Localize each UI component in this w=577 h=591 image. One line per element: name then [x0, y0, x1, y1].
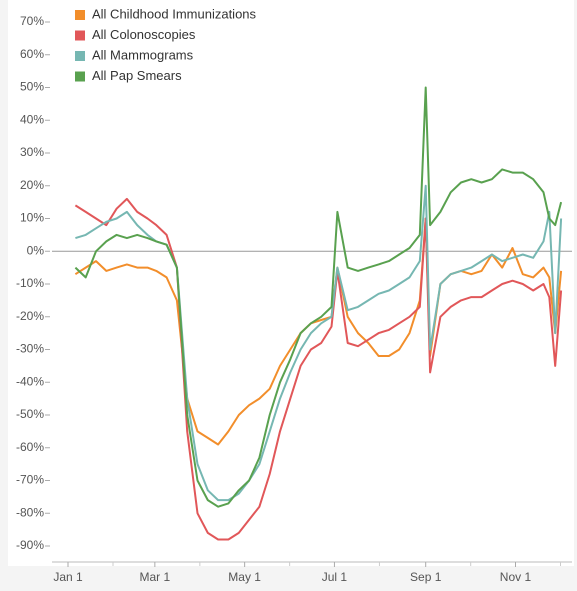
y-tick-label: 60%: [20, 47, 44, 61]
y-tick-label: -10%: [16, 276, 44, 290]
x-tick-label: Nov 1: [500, 570, 532, 584]
x-tick-label: Mar 1: [140, 570, 171, 584]
y-tick-label: 0%: [27, 243, 45, 257]
series-line: [74, 86, 563, 508]
x-tick-label: Jul 1: [322, 570, 348, 584]
legend-label: All Mammograms: [92, 47, 194, 62]
y-tick-label: 30%: [20, 145, 44, 159]
y-tick-label: -50%: [16, 407, 44, 421]
y-tick-label: -40%: [16, 374, 44, 388]
y-tick-label: -60%: [16, 440, 44, 454]
plot-panel: [8, 0, 574, 566]
legend-swatch: [75, 51, 85, 61]
x-tick-label: May 1: [228, 570, 261, 584]
legend-label: All Pap Smears: [92, 68, 182, 83]
y-tick-label: -80%: [16, 505, 44, 519]
x-tick-label: Sep 1: [410, 570, 442, 584]
legend-swatch: [75, 30, 85, 41]
legend-label: All Colonoscopies: [92, 27, 196, 42]
x-tick-label: Jan 1: [53, 570, 83, 584]
legend-label: All Childhood Immunizations: [92, 6, 257, 21]
y-tick-label: 10%: [20, 211, 44, 225]
y-tick-label: 20%: [20, 178, 44, 192]
y-tick-label: -20%: [16, 309, 44, 323]
y-tick-label: 50%: [20, 80, 44, 94]
y-tick-label: -90%: [16, 538, 44, 552]
y-tick-label: -30%: [16, 342, 44, 356]
y-tick-label: 70%: [20, 14, 44, 28]
y-tick-label: 40%: [20, 112, 44, 126]
y-tick-label: -70%: [16, 473, 44, 487]
series-line: [74, 197, 563, 541]
legend-swatch: [75, 71, 85, 82]
legend-swatch: [75, 10, 85, 20]
